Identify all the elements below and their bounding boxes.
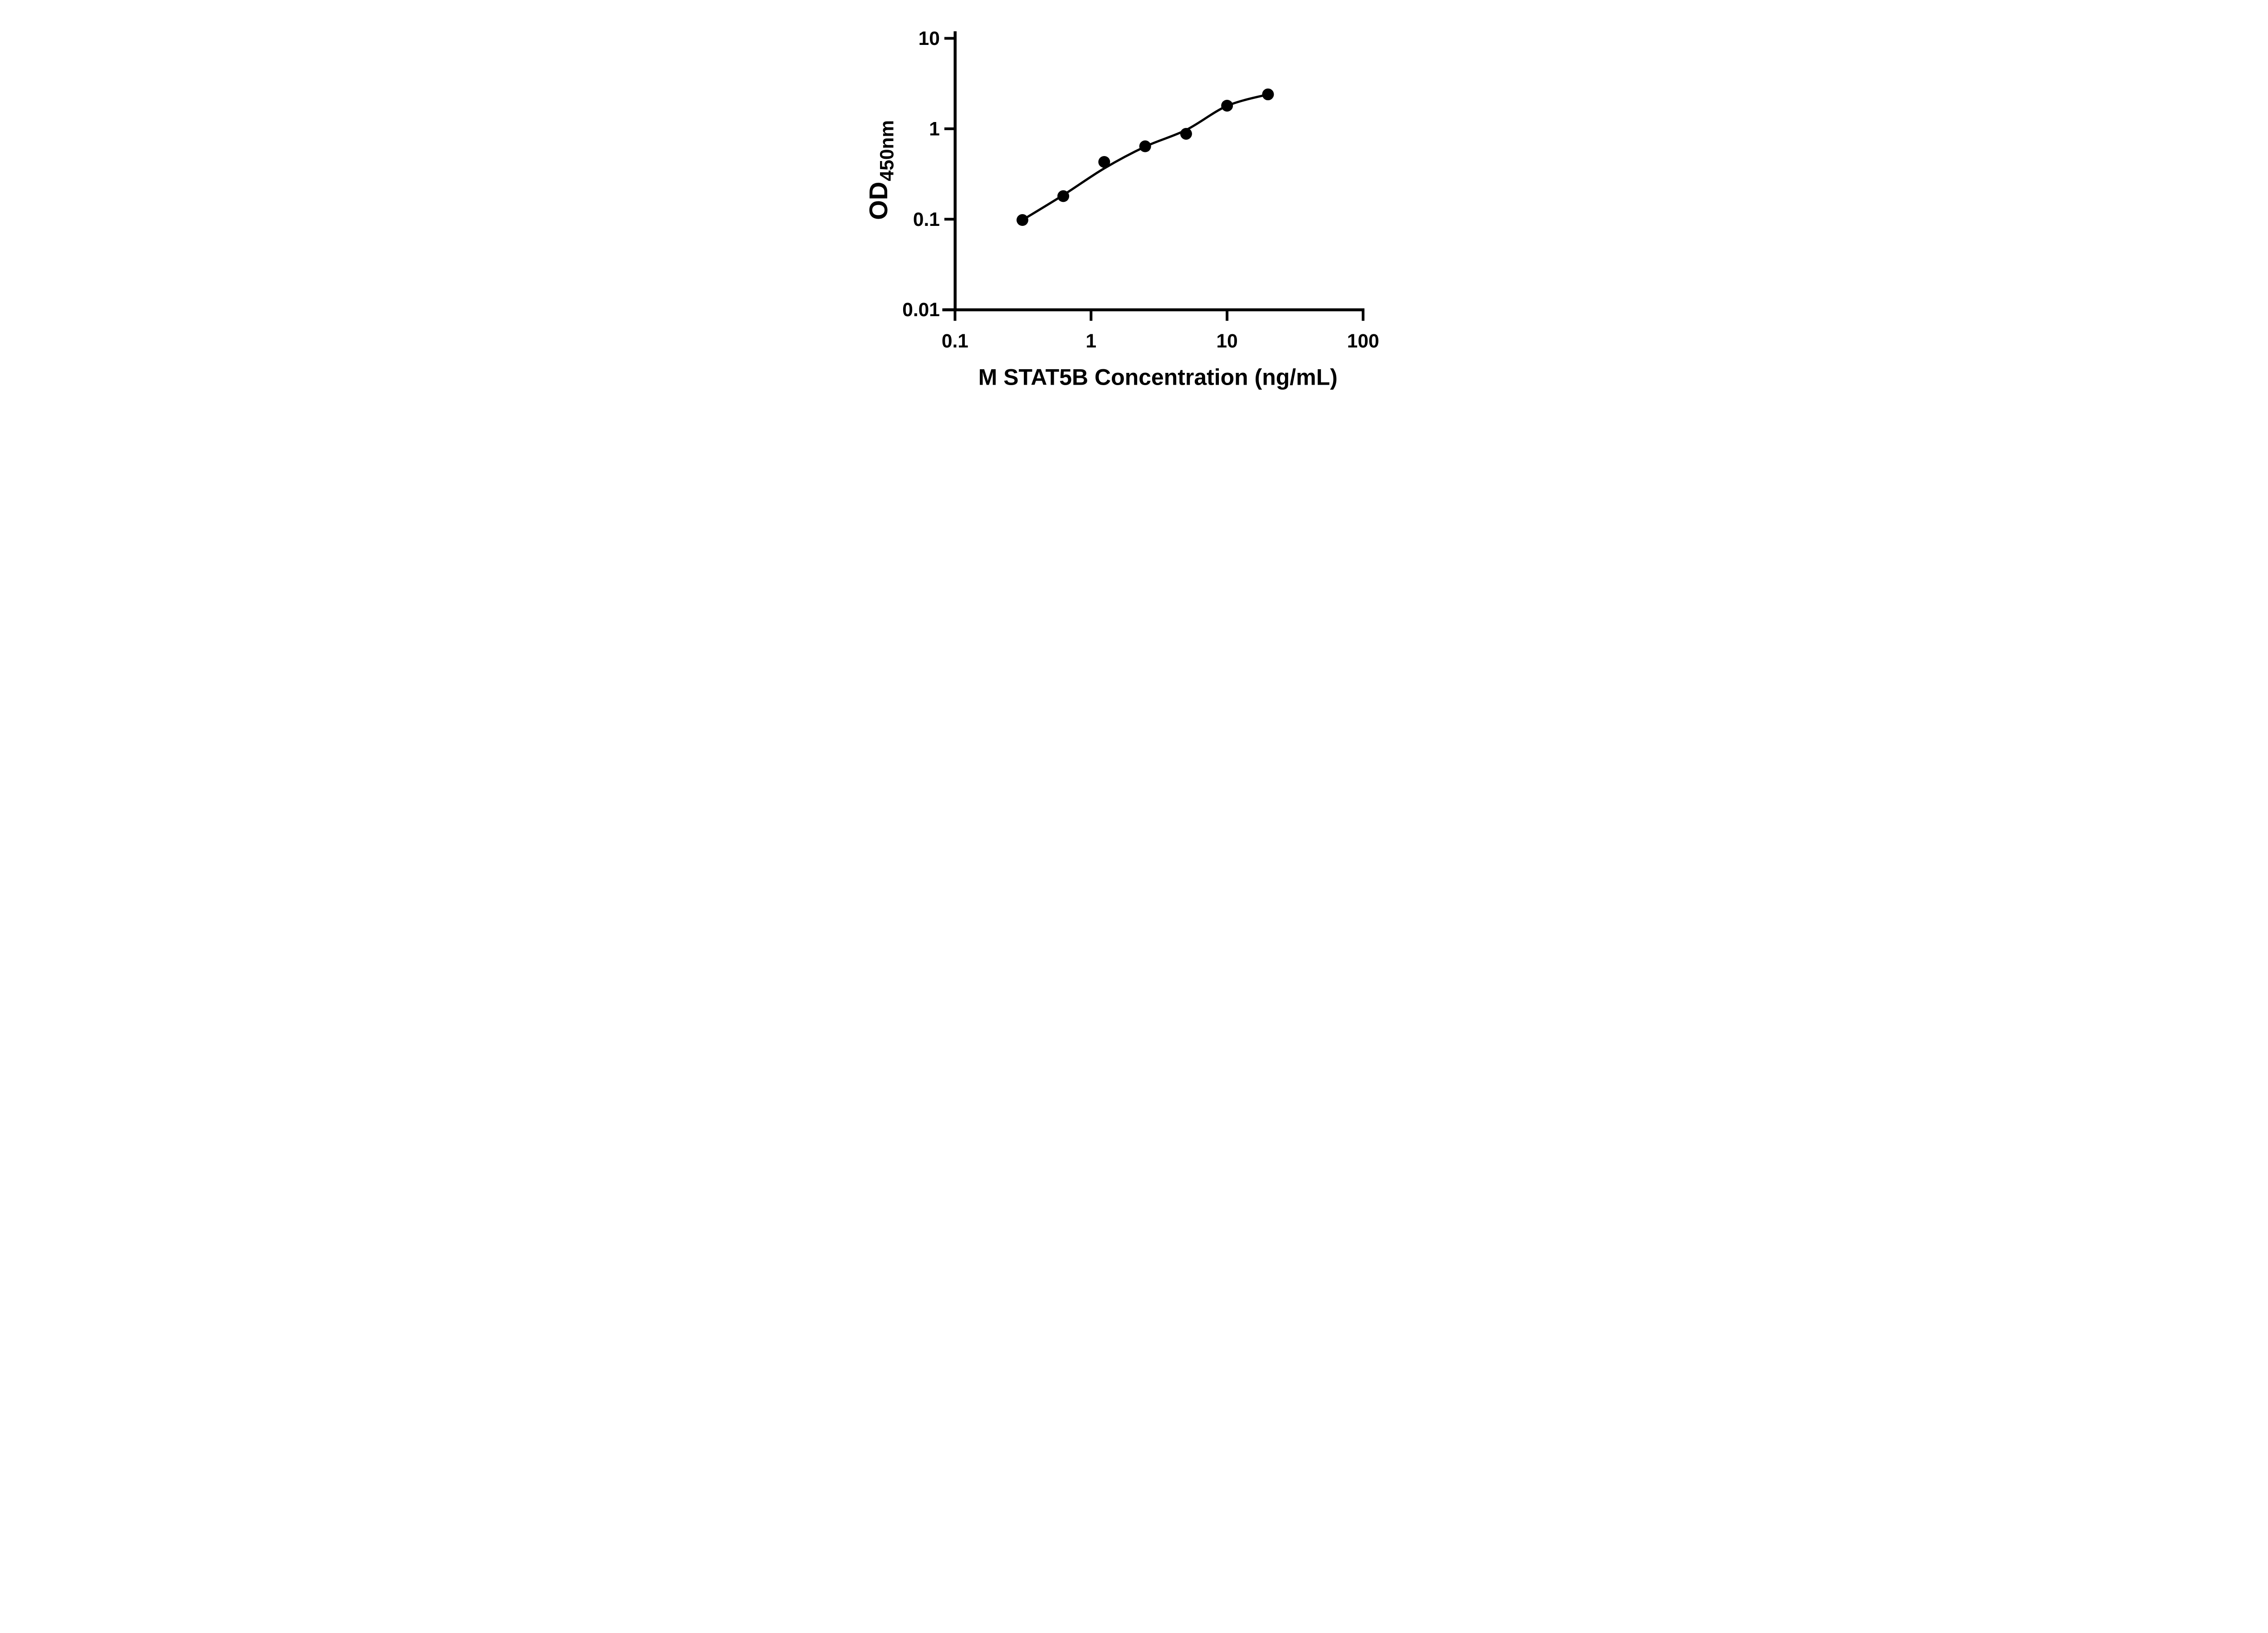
x-axis-title: M STAT5B Concentration (ng/mL) bbox=[978, 364, 1337, 390]
data-points-group bbox=[1016, 88, 1274, 226]
data-point bbox=[1180, 127, 1192, 140]
data-point bbox=[1139, 140, 1151, 152]
x-tick-label: 0.1 bbox=[941, 331, 968, 352]
y-tick-label: 0.1 bbox=[913, 209, 939, 230]
y-tick-label: 10 bbox=[918, 28, 939, 49]
x-tick-label: 100 bbox=[1347, 331, 1379, 352]
x-ticks-group: 0.1 1 10 100 bbox=[941, 309, 1379, 352]
elisa-standard-curve-figure: 0.1 1 10 100 10 1 0.1 0.01 M STAT5B Concentrat… bbox=[842, 0, 1426, 408]
data-point bbox=[1098, 156, 1110, 168]
y-axis-title-subscript: 450nm bbox=[876, 120, 898, 181]
data-point bbox=[1261, 88, 1274, 101]
y-tick-label: 0.01 bbox=[902, 299, 940, 321]
data-point bbox=[1016, 214, 1028, 226]
y-ticks-group: 10 1 0.1 0.01 bbox=[902, 28, 955, 321]
fit-curve bbox=[1021, 93, 1269, 221]
y-tick-label: 1 bbox=[929, 118, 940, 140]
x-tick-label: 1 bbox=[1085, 331, 1096, 352]
data-point bbox=[1057, 190, 1069, 202]
data-point bbox=[1221, 99, 1233, 112]
y-axis-title: OD 450nm bbox=[864, 120, 898, 220]
x-tick-label: 10 bbox=[1216, 331, 1237, 352]
y-axis-title-main: OD bbox=[864, 182, 892, 220]
